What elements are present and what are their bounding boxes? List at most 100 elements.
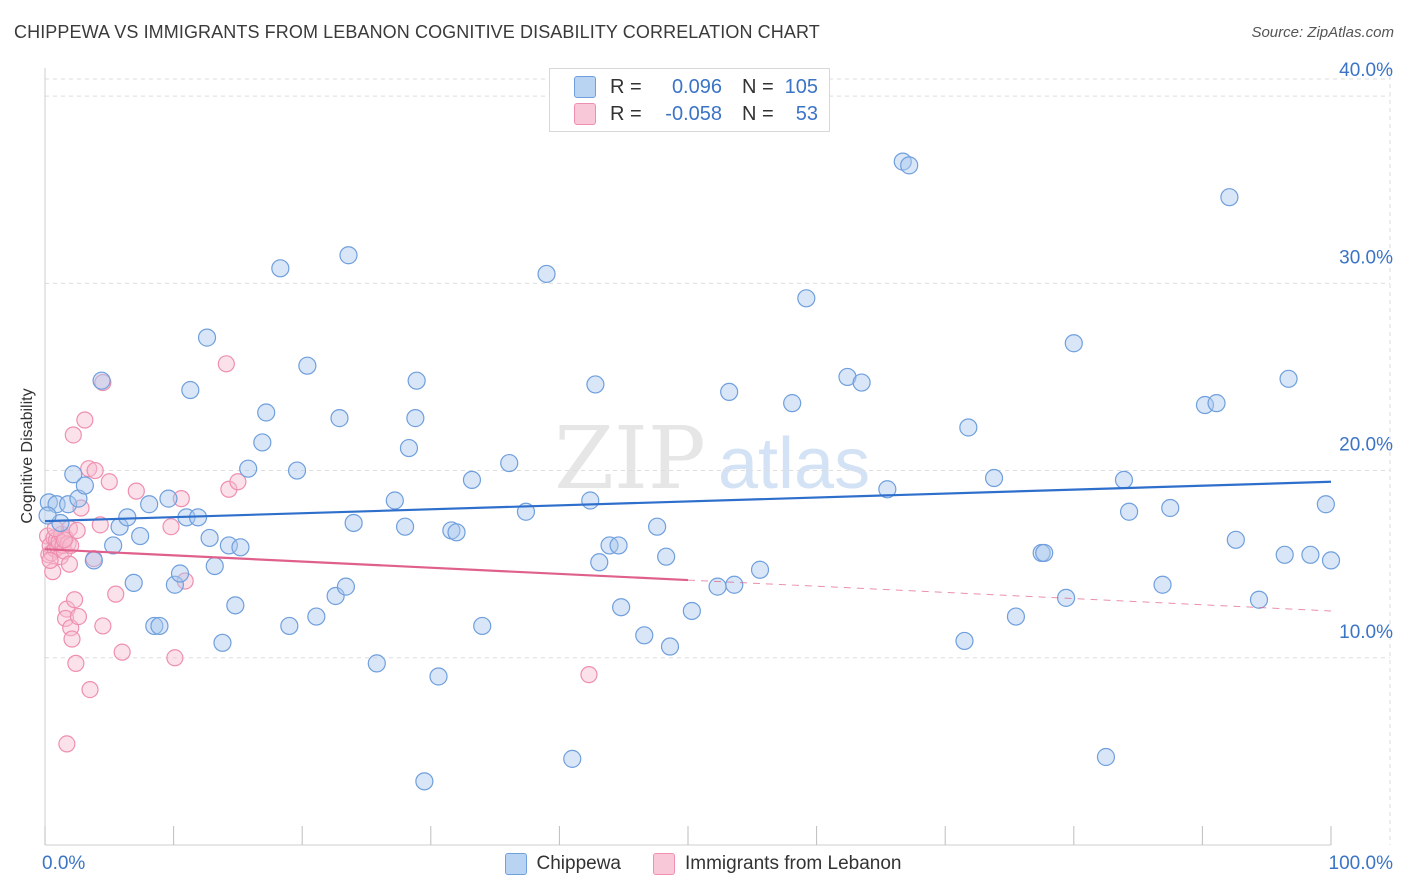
chippewa-point [1119, 502, 1139, 521]
chippewa-point [563, 749, 582, 768]
x-tick-label-max: 100.0% [1329, 853, 1394, 874]
chippewa-point [165, 575, 184, 594]
chippewa-point [104, 536, 123, 555]
chippewa-point [84, 551, 103, 570]
chippewa-point [581, 491, 600, 510]
lebanon-point [63, 630, 81, 648]
chippewa-point [339, 246, 358, 265]
chippewa-point [271, 259, 290, 278]
legend-swatch-lebanon [574, 103, 596, 125]
lebanon-point [58, 735, 76, 753]
chippewa-point [720, 382, 739, 402]
chippewa-point [1096, 747, 1116, 767]
lebanon-points [38, 355, 598, 753]
chippewa-point [1161, 498, 1180, 518]
lebanon-point [113, 643, 131, 661]
chippewa-point [878, 480, 897, 499]
chippewa-point [257, 403, 276, 422]
chippewa-point [852, 373, 871, 392]
chippewa-point [92, 371, 111, 390]
chippewa-point [406, 409, 425, 428]
chippewa-point [344, 513, 363, 533]
legend-swatch-chippewa [574, 76, 596, 98]
chippewa-point [462, 470, 482, 490]
chippewa-point [1316, 495, 1335, 514]
chippewa-point [635, 626, 654, 645]
y-tick-label: 30.0% [1339, 247, 1393, 268]
chippewa-point [1321, 551, 1341, 570]
chippewa-point [38, 506, 57, 525]
chippewa-point [657, 547, 676, 566]
chippewa-point [590, 553, 609, 572]
chippewa-point [984, 468, 1004, 488]
chippewa-point [145, 616, 164, 636]
chippewa-point [429, 667, 448, 686]
chippewa-point [124, 573, 143, 592]
lebanon-point [76, 411, 94, 429]
correlation-legend: R = 0.096 N = 105 R = -0.058 N = 53 [549, 68, 830, 132]
legend-item-chippewa[interactable]: Chippewa [504, 853, 621, 875]
chippewa-point [170, 564, 190, 583]
lebanon-point [80, 460, 98, 478]
lebanon-point [229, 473, 247, 491]
zipatlas-watermark: ZIP atlas [554, 409, 870, 509]
legend-n-label: N = [742, 75, 774, 98]
chippewa-point [682, 601, 701, 621]
chippewa-point [609, 536, 628, 555]
lebanon-point [60, 555, 79, 573]
lebanon-point [55, 531, 73, 549]
chippewa-point [197, 328, 217, 347]
chippewa-point [140, 495, 159, 514]
chippewa-point [287, 461, 307, 480]
chippewa-point [1064, 334, 1083, 353]
lebanon-point [94, 617, 112, 635]
lebanon-trend-line [44, 548, 689, 582]
legend-label-lebanon: Immigrants from Lebanon [685, 853, 902, 874]
chippewa-point [69, 489, 88, 508]
legend-row-chippewa: R = 0.096 N = 105 [574, 73, 818, 101]
x-tick-label-min: 0.0% [42, 853, 85, 874]
chippewa-point [280, 616, 299, 636]
chippewa-point [447, 523, 466, 542]
lebanon-point [166, 649, 184, 667]
chippewa-point [181, 380, 200, 400]
chippewa-point [213, 633, 232, 652]
chippewa-point [395, 517, 415, 536]
chippewa-point [367, 654, 386, 673]
watermark-atlas: atlas [718, 424, 870, 504]
chippewa-point [298, 356, 317, 375]
legend-r-value: 0.096 [671, 75, 722, 98]
chippewa-point [205, 556, 224, 576]
chippewa-point [336, 577, 356, 596]
lebanon-point [81, 680, 99, 699]
chippewa-point [407, 371, 426, 390]
y-tick-label: 40.0% [1339, 60, 1393, 81]
legend-n-label: N = [742, 102, 774, 125]
lebanon-point [64, 426, 82, 444]
legend-row-lebanon: R = -0.058 N = 53 [574, 100, 818, 128]
chippewa-point [239, 459, 258, 478]
chippewa-point [415, 772, 434, 791]
chippewa-point [226, 596, 245, 615]
chippewa-point [159, 489, 178, 508]
lebanon-trend-line-extension [687, 579, 1332, 612]
chippewa-point [219, 536, 238, 555]
y-tick-label: 20.0% [1339, 435, 1393, 456]
legend-item-lebanon[interactable]: Immigrants from Lebanon [653, 853, 902, 875]
chippewa-point [750, 560, 770, 579]
chippewa-point [797, 289, 816, 308]
chippewa-point [399, 438, 419, 458]
chippewa-point [131, 526, 150, 546]
chippewa-point [330, 409, 349, 428]
chippewa-point [1249, 590, 1269, 609]
lebanon-point [68, 521, 86, 540]
chippewa-point [708, 577, 727, 596]
lebanon-point [217, 355, 235, 373]
chippewa-point [1114, 470, 1134, 490]
lebanon-point [100, 473, 118, 491]
chippewa-point [1195, 395, 1215, 415]
chippewa-point [1220, 188, 1239, 207]
lebanon-point [107, 585, 125, 603]
watermark-zip: ZIP [554, 409, 706, 509]
